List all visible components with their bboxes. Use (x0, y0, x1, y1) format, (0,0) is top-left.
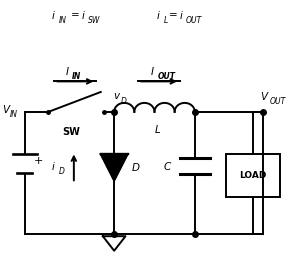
Text: D: D (58, 167, 64, 176)
Text: $D$: $D$ (130, 161, 140, 173)
Text: OUT: OUT (186, 16, 202, 25)
Text: IN: IN (59, 16, 67, 25)
Text: =: = (71, 10, 83, 20)
Text: IN: IN (10, 110, 18, 119)
Text: IN: IN (72, 72, 81, 81)
Text: $V$: $V$ (260, 90, 270, 102)
Text: $i$: $i$ (81, 9, 85, 21)
Text: =: = (169, 10, 181, 20)
Text: LOAD: LOAD (239, 171, 267, 180)
Text: D: D (121, 97, 127, 106)
Text: OUT: OUT (158, 72, 175, 81)
Text: $I$: $I$ (150, 65, 155, 77)
Text: SW: SW (88, 16, 100, 25)
Text: $i$: $i$ (156, 9, 161, 21)
Text: $i$: $i$ (179, 9, 184, 21)
Text: $V$: $V$ (2, 103, 12, 115)
Text: L: L (164, 16, 168, 25)
Text: OUT: OUT (269, 97, 286, 106)
Text: $I$: $I$ (65, 65, 70, 77)
Text: $v$: $v$ (113, 91, 121, 101)
Polygon shape (101, 154, 128, 181)
Text: SW: SW (62, 127, 80, 137)
Bar (226, 154, 280, 197)
Text: $i$: $i$ (52, 160, 56, 172)
Text: $i$: $i$ (52, 9, 56, 21)
Text: $L$: $L$ (154, 123, 161, 135)
Text: $C$: $C$ (164, 160, 172, 172)
Text: +: + (33, 156, 43, 166)
